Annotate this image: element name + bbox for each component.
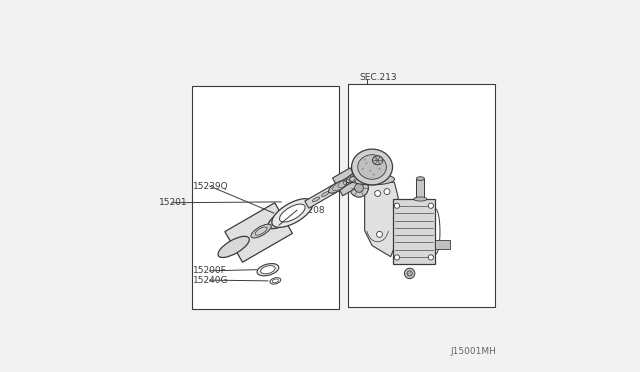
Bar bbox=[191, 86, 339, 309]
Ellipse shape bbox=[372, 156, 383, 165]
Circle shape bbox=[404, 268, 415, 279]
Circle shape bbox=[373, 173, 375, 176]
Polygon shape bbox=[355, 163, 373, 181]
Text: 15240G: 15240G bbox=[193, 276, 228, 285]
Circle shape bbox=[355, 183, 364, 192]
Ellipse shape bbox=[251, 224, 271, 238]
Bar bbox=[348, 84, 495, 307]
Ellipse shape bbox=[328, 181, 347, 193]
Circle shape bbox=[407, 271, 412, 276]
Polygon shape bbox=[305, 183, 339, 208]
Ellipse shape bbox=[255, 227, 267, 235]
Ellipse shape bbox=[257, 264, 279, 276]
Polygon shape bbox=[332, 168, 360, 196]
Ellipse shape bbox=[280, 204, 305, 222]
Circle shape bbox=[369, 170, 371, 172]
Circle shape bbox=[380, 162, 383, 164]
Text: 15208: 15208 bbox=[297, 206, 326, 215]
Circle shape bbox=[374, 158, 377, 161]
Circle shape bbox=[376, 231, 383, 237]
Text: J15001MH: J15001MH bbox=[451, 347, 497, 356]
Bar bbox=[416, 179, 424, 199]
Ellipse shape bbox=[312, 197, 319, 202]
Text: 15200F: 15200F bbox=[193, 266, 227, 275]
Ellipse shape bbox=[321, 192, 329, 196]
Circle shape bbox=[428, 203, 433, 208]
Polygon shape bbox=[225, 203, 292, 262]
Text: SEC.213: SEC.213 bbox=[360, 73, 397, 81]
Circle shape bbox=[349, 179, 369, 197]
Circle shape bbox=[374, 190, 381, 196]
Circle shape bbox=[394, 255, 399, 260]
Ellipse shape bbox=[272, 279, 278, 283]
Circle shape bbox=[384, 189, 390, 195]
Polygon shape bbox=[365, 182, 398, 257]
Circle shape bbox=[365, 162, 367, 164]
Ellipse shape bbox=[414, 197, 427, 201]
Circle shape bbox=[378, 168, 381, 170]
Text: 15201: 15201 bbox=[159, 198, 188, 207]
Bar bbox=[435, 240, 450, 249]
Ellipse shape bbox=[349, 174, 395, 185]
Circle shape bbox=[428, 255, 433, 260]
Circle shape bbox=[394, 203, 399, 208]
Ellipse shape bbox=[346, 170, 364, 183]
Bar bbox=[392, 199, 435, 264]
Ellipse shape bbox=[270, 278, 281, 284]
Ellipse shape bbox=[272, 199, 313, 227]
Ellipse shape bbox=[268, 208, 300, 229]
Ellipse shape bbox=[358, 155, 387, 179]
Circle shape bbox=[364, 158, 365, 161]
Ellipse shape bbox=[218, 236, 250, 257]
Ellipse shape bbox=[351, 149, 392, 185]
Circle shape bbox=[362, 168, 364, 170]
Ellipse shape bbox=[260, 266, 275, 274]
Ellipse shape bbox=[416, 177, 424, 180]
Text: 15239Q: 15239Q bbox=[193, 182, 228, 190]
